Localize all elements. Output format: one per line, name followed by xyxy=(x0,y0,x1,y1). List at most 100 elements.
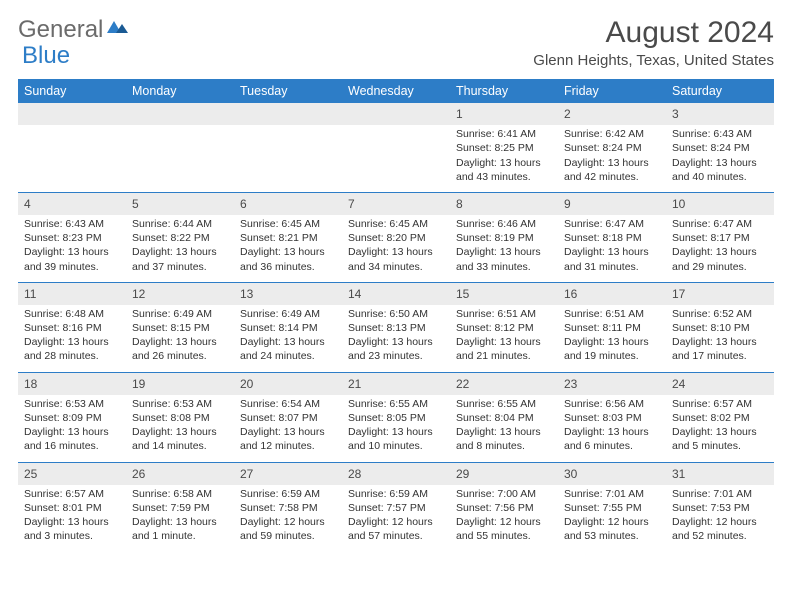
daylight2-text: and 12 minutes. xyxy=(240,439,336,453)
sunset-text: Sunset: 8:12 PM xyxy=(456,321,552,335)
calendar-table: SundayMondayTuesdayWednesdayThursdayFrid… xyxy=(18,79,774,551)
day-cell: Sunrise: 6:45 AMSunset: 8:21 PMDaylight:… xyxy=(234,215,342,282)
sunrise-text: Sunrise: 7:01 AM xyxy=(672,487,768,501)
daylight2-text: and 17 minutes. xyxy=(672,349,768,363)
sunrise-text: Sunrise: 6:54 AM xyxy=(240,397,336,411)
sunset-text: Sunset: 8:03 PM xyxy=(564,411,660,425)
sunrise-text: Sunrise: 6:49 AM xyxy=(132,307,228,321)
sunset-text: Sunset: 8:24 PM xyxy=(672,141,768,155)
flag-icon xyxy=(107,19,129,42)
sunset-text: Sunset: 7:59 PM xyxy=(132,501,228,515)
sunset-text: Sunset: 8:20 PM xyxy=(348,231,444,245)
sunset-text: Sunset: 7:56 PM xyxy=(456,501,552,515)
daylight2-text: and 43 minutes. xyxy=(456,170,552,184)
daylight2-text: and 52 minutes. xyxy=(672,529,768,543)
sunset-text: Sunset: 7:53 PM xyxy=(672,501,768,515)
daylight1-text: Daylight: 12 hours xyxy=(456,515,552,529)
day-cell: Sunrise: 6:41 AMSunset: 8:25 PMDaylight:… xyxy=(450,125,558,192)
sunset-text: Sunset: 8:21 PM xyxy=(240,231,336,245)
sunrise-text: Sunrise: 6:55 AM xyxy=(348,397,444,411)
day-number-row: 25262728293031 xyxy=(18,462,774,485)
daylight2-text: and 42 minutes. xyxy=(564,170,660,184)
daylight2-text: and 10 minutes. xyxy=(348,439,444,453)
sunrise-text: Sunrise: 6:53 AM xyxy=(132,397,228,411)
day-number: 6 xyxy=(234,192,342,215)
sunrise-text: Sunrise: 6:44 AM xyxy=(132,217,228,231)
day-number: 21 xyxy=(342,372,450,395)
daylight2-text: and 31 minutes. xyxy=(564,260,660,274)
day-cell: Sunrise: 6:49 AMSunset: 8:15 PMDaylight:… xyxy=(126,305,234,372)
sunrise-text: Sunrise: 6:57 AM xyxy=(672,397,768,411)
sunset-text: Sunset: 8:04 PM xyxy=(456,411,552,425)
day-number: 18 xyxy=(18,372,126,395)
sunrise-text: Sunrise: 6:43 AM xyxy=(672,127,768,141)
day-cell xyxy=(234,125,342,192)
day-cell: Sunrise: 6:46 AMSunset: 8:19 PMDaylight:… xyxy=(450,215,558,282)
daylight1-text: Daylight: 13 hours xyxy=(456,245,552,259)
daylight2-text: and 34 minutes. xyxy=(348,260,444,274)
day-number: 8 xyxy=(450,192,558,215)
daylight2-text: and 29 minutes. xyxy=(672,260,768,274)
day-cell: Sunrise: 6:49 AMSunset: 8:14 PMDaylight:… xyxy=(234,305,342,372)
day-number: 1 xyxy=(450,103,558,125)
day-cell: Sunrise: 6:55 AMSunset: 8:05 PMDaylight:… xyxy=(342,395,450,462)
day-cell xyxy=(126,125,234,192)
day-cell: Sunrise: 6:56 AMSunset: 8:03 PMDaylight:… xyxy=(558,395,666,462)
sunset-text: Sunset: 8:11 PM xyxy=(564,321,660,335)
sunset-text: Sunset: 7:57 PM xyxy=(348,501,444,515)
sunset-text: Sunset: 8:07 PM xyxy=(240,411,336,425)
day-cell: Sunrise: 6:57 AMSunset: 8:02 PMDaylight:… xyxy=(666,395,774,462)
sunset-text: Sunset: 8:17 PM xyxy=(672,231,768,245)
day-number: 10 xyxy=(666,192,774,215)
daylight1-text: Daylight: 13 hours xyxy=(564,335,660,349)
daylight1-text: Daylight: 13 hours xyxy=(24,515,120,529)
day-cell: Sunrise: 6:48 AMSunset: 8:16 PMDaylight:… xyxy=(18,305,126,372)
day-cell xyxy=(18,125,126,192)
day-cell: Sunrise: 7:01 AMSunset: 7:55 PMDaylight:… xyxy=(558,485,666,552)
daylight1-text: Daylight: 13 hours xyxy=(240,425,336,439)
daylight1-text: Daylight: 13 hours xyxy=(24,245,120,259)
sunset-text: Sunset: 8:22 PM xyxy=(132,231,228,245)
month-title: August 2024 xyxy=(533,16,774,50)
sunrise-text: Sunrise: 6:48 AM xyxy=(24,307,120,321)
day-number: 16 xyxy=(558,282,666,305)
calendar-header: SundayMondayTuesdayWednesdayThursdayFrid… xyxy=(18,79,774,103)
day-header: Wednesday xyxy=(342,79,450,103)
sunrise-text: Sunrise: 6:49 AM xyxy=(240,307,336,321)
daylight1-text: Daylight: 13 hours xyxy=(564,245,660,259)
day-number-row: 45678910 xyxy=(18,192,774,215)
sunset-text: Sunset: 8:18 PM xyxy=(564,231,660,245)
daylight1-text: Daylight: 13 hours xyxy=(132,335,228,349)
day-number: 31 xyxy=(666,462,774,485)
day-detail-row: Sunrise: 6:43 AMSunset: 8:23 PMDaylight:… xyxy=(18,215,774,282)
day-cell: Sunrise: 6:50 AMSunset: 8:13 PMDaylight:… xyxy=(342,305,450,372)
daylight2-text: and 21 minutes. xyxy=(456,349,552,363)
day-cell: Sunrise: 6:57 AMSunset: 8:01 PMDaylight:… xyxy=(18,485,126,552)
sunset-text: Sunset: 8:05 PM xyxy=(348,411,444,425)
day-header: Thursday xyxy=(450,79,558,103)
day-number xyxy=(18,103,126,125)
sunrise-text: Sunrise: 6:47 AM xyxy=(564,217,660,231)
daylight2-text: and 26 minutes. xyxy=(132,349,228,363)
daylight2-text: and 5 minutes. xyxy=(672,439,768,453)
header: General August 2024 Glenn Heights, Texas… xyxy=(18,16,774,69)
sunrise-text: Sunrise: 6:41 AM xyxy=(456,127,552,141)
sunrise-text: Sunrise: 7:00 AM xyxy=(456,487,552,501)
brand-blue: Blue xyxy=(22,42,70,69)
daylight2-text: and 59 minutes. xyxy=(240,529,336,543)
day-number: 9 xyxy=(558,192,666,215)
daylight1-text: Daylight: 12 hours xyxy=(672,515,768,529)
sunset-text: Sunset: 8:19 PM xyxy=(456,231,552,245)
day-number: 5 xyxy=(126,192,234,215)
day-number: 23 xyxy=(558,372,666,395)
daylight1-text: Daylight: 13 hours xyxy=(132,245,228,259)
day-number: 19 xyxy=(126,372,234,395)
day-header: Monday xyxy=(126,79,234,103)
daylight1-text: Daylight: 13 hours xyxy=(240,245,336,259)
sunrise-text: Sunrise: 6:45 AM xyxy=(348,217,444,231)
day-number: 30 xyxy=(558,462,666,485)
daylight1-text: Daylight: 13 hours xyxy=(132,425,228,439)
day-cell xyxy=(342,125,450,192)
sunrise-text: Sunrise: 7:01 AM xyxy=(564,487,660,501)
daylight2-text: and 1 minute. xyxy=(132,529,228,543)
